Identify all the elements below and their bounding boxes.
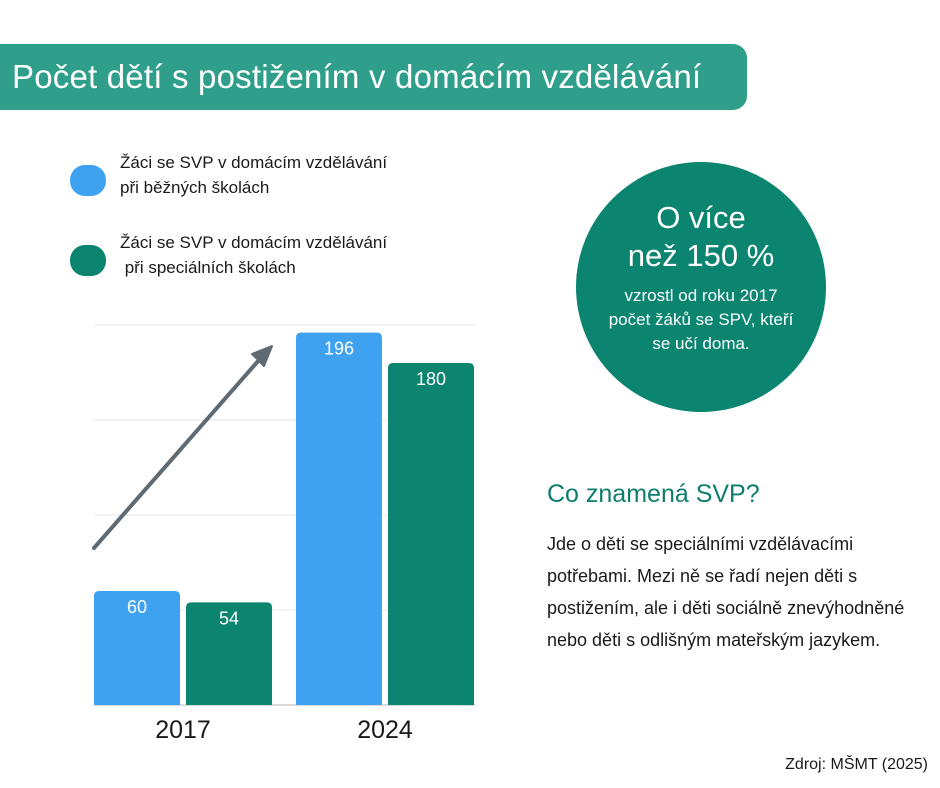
legend-item-special-schools: Žáci se SVP v domácím vzdělávání při spe… xyxy=(70,230,387,280)
bar xyxy=(388,363,474,705)
legend-item-regular-schools: Žáci se SVP v domácím vzdělávání při běž… xyxy=(70,150,387,200)
chart-title: Počet dětí s postižením v domácím vzdělá… xyxy=(12,58,702,95)
legend-label-regular: Žáci se SVP v domácím vzdělávání při běž… xyxy=(120,153,388,197)
bar-value-label: 180 xyxy=(416,369,446,389)
bar-value-label: 196 xyxy=(324,339,354,359)
x-tick-label: 2017 xyxy=(155,716,211,744)
source-note: Zdroj: MŠMT (2025) xyxy=(785,756,928,773)
bar xyxy=(296,332,382,705)
growth-callout: O více než 150 % vzrostl od roku 2017 po… xyxy=(576,162,826,412)
legend-label-special: Žáci se SVP v domácím vzdělávání při spe… xyxy=(120,233,388,277)
info-heading: Co znamená SVP? xyxy=(547,480,760,508)
legend-swatch-special xyxy=(70,245,106,276)
trend-arrow-head xyxy=(251,345,273,367)
bar-value-label: 60 xyxy=(127,597,147,617)
title-banner: Počet dětí s postižením v domácím vzdělá… xyxy=(0,44,747,110)
callout-line1: O více xyxy=(656,200,746,235)
bar-value-label: 54 xyxy=(219,608,239,628)
callout-text: vzrostl od roku 2017 počet žáků se SPV, … xyxy=(608,286,794,353)
legend-swatch-regular xyxy=(70,165,106,196)
bar-chart: 60 54 2017 196 180 2024 xyxy=(92,324,475,744)
info-body: Jde o děti se speciálními vzdělávacími p… xyxy=(547,534,905,650)
trend-arrow-shaft xyxy=(92,350,268,550)
bar xyxy=(186,602,272,705)
callout-line2: než 150 % xyxy=(627,238,775,273)
x-tick-label: 2024 xyxy=(357,716,413,744)
bar xyxy=(94,591,180,705)
